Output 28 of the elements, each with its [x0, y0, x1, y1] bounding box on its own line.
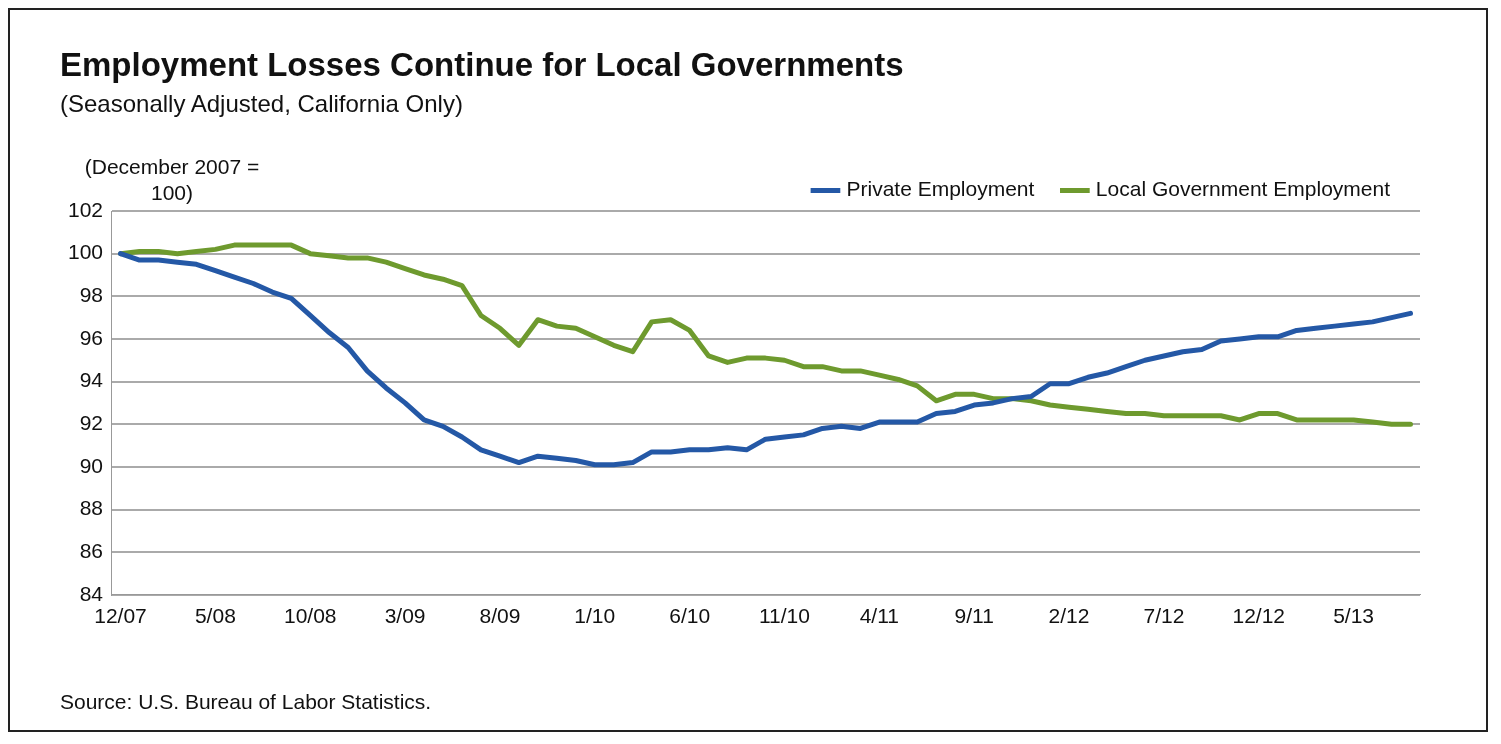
x-tick-label: 10/08: [283, 604, 337, 628]
y-tick-label: 84: [79, 581, 104, 605]
x-tick-label: 3/09: [384, 604, 426, 628]
y-tick-label: 94: [79, 368, 104, 392]
y-tick-label: 96: [79, 325, 104, 349]
x-tick-label: 9/11: [954, 604, 994, 628]
x-tick-label: 12/12: [1232, 604, 1286, 628]
source-note: Source: U.S. Bureau of Labor Statistics.: [60, 690, 432, 714]
y-tick-label: 98: [79, 283, 104, 307]
legend-label: Private Employment: [846, 177, 1035, 201]
y-tick-label: 100: [67, 240, 104, 264]
x-tick-label: 6/10: [669, 604, 711, 628]
x-tick-label: 11/10: [758, 604, 810, 628]
x-tick-label: 5/13: [1333, 604, 1375, 628]
y-tick-label: 92: [79, 411, 104, 435]
x-tick-label: 2/12: [1048, 604, 1090, 628]
y-tick-label: 88: [79, 496, 104, 520]
x-tick-label: 12/07: [94, 604, 147, 628]
chart-subtitle: (Seasonally Adjusted, California Only): [60, 90, 463, 118]
x-tick-label: 4/11: [859, 604, 900, 628]
legend-label: Local Government Employment: [1095, 177, 1391, 201]
x-tick-label: 7/12: [1143, 604, 1185, 628]
chart-title: Employment Losses Continue for Local Governments: [60, 46, 904, 84]
x-tick-label: 1/10: [574, 604, 616, 628]
y-tick-label: 90: [79, 453, 104, 477]
x-tick-label: 8/09: [479, 604, 521, 628]
x-tick-label: 5/08: [194, 604, 236, 628]
y-tick-label: 86: [79, 538, 104, 562]
